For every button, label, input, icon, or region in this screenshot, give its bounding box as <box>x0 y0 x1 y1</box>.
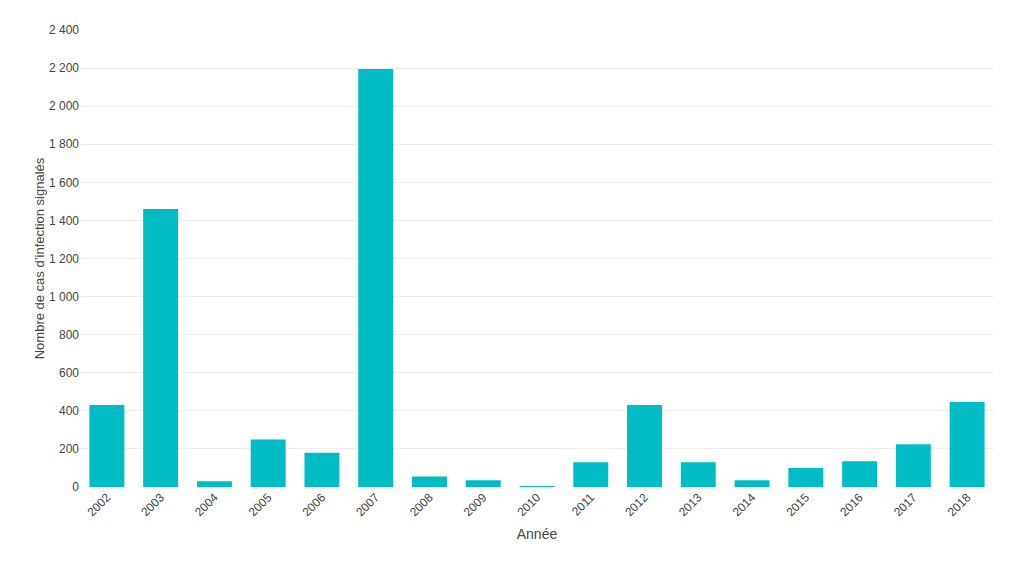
svg-text:2006: 2006 <box>300 490 329 519</box>
svg-text:2003: 2003 <box>138 490 167 519</box>
svg-text:2 000: 2 000 <box>49 99 79 113</box>
svg-text:2013: 2013 <box>676 490 705 519</box>
svg-text:2011: 2011 <box>569 490 597 518</box>
svg-text:2005: 2005 <box>246 490 275 519</box>
svg-text:800: 800 <box>59 328 79 342</box>
svg-text:2007: 2007 <box>353 490 382 519</box>
svg-text:2014: 2014 <box>730 490 759 519</box>
svg-text:1 200: 1 200 <box>49 252 79 266</box>
svg-text:2012: 2012 <box>622 490 651 519</box>
svg-text:2 200: 2 200 <box>49 61 79 75</box>
svg-text:2018: 2018 <box>945 490 974 519</box>
svg-text:2 400: 2 400 <box>49 23 79 37</box>
svg-text:2017: 2017 <box>891 490 920 519</box>
svg-text:2016: 2016 <box>837 490 866 519</box>
svg-text:1 400: 1 400 <box>49 214 79 228</box>
svg-text:Nombre de cas d’infection sign: Nombre de cas d’infection signalés <box>32 157 47 359</box>
svg-text:2010: 2010 <box>515 490 544 519</box>
svg-text:2015: 2015 <box>783 490 812 519</box>
svg-text:0: 0 <box>72 480 79 494</box>
svg-text:1 800: 1 800 <box>49 137 79 151</box>
svg-text:2008: 2008 <box>407 490 436 519</box>
svg-text:2009: 2009 <box>461 490 490 519</box>
svg-text:400: 400 <box>59 404 79 418</box>
svg-text:Année: Année <box>517 526 558 542</box>
svg-text:1 000: 1 000 <box>49 290 79 304</box>
svg-text:1 600: 1 600 <box>49 176 79 190</box>
svg-text:600: 600 <box>59 366 79 380</box>
svg-text:200: 200 <box>59 442 79 456</box>
svg-text:2004: 2004 <box>192 490 221 519</box>
svg-text:2002: 2002 <box>84 490 113 519</box>
